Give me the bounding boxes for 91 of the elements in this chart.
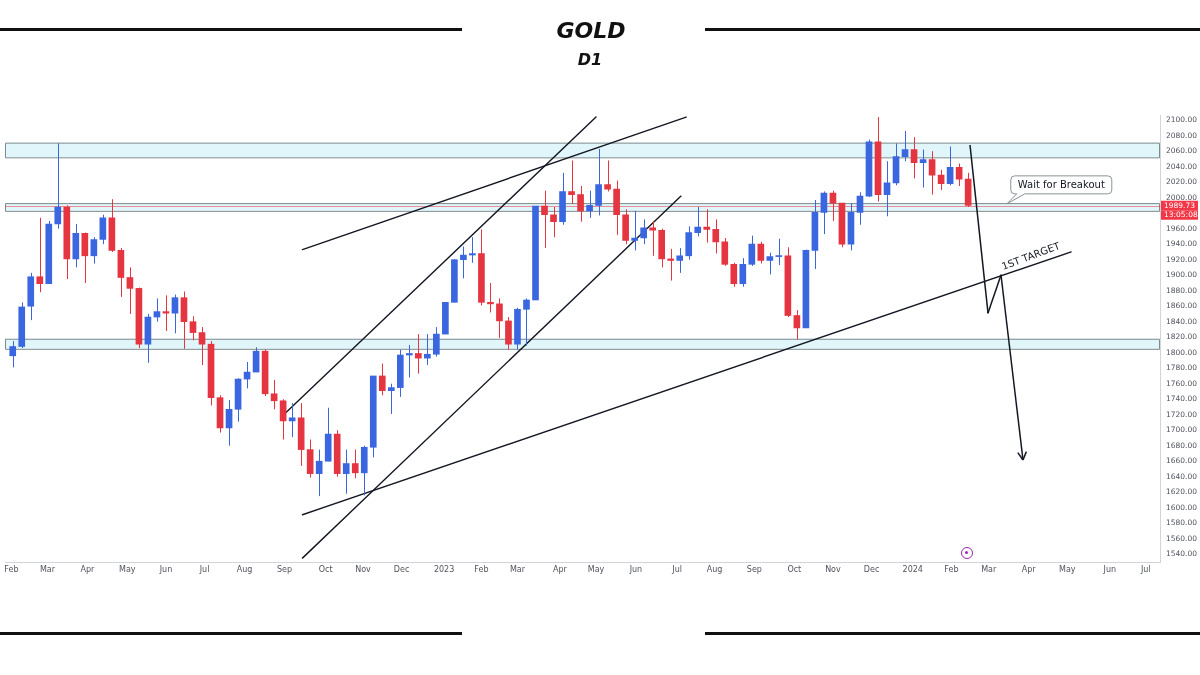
x-tick-label: Apr <box>1021 564 1037 574</box>
candlestick <box>189 315 197 341</box>
candlestick <box>550 206 557 238</box>
candlestick <box>505 316 512 351</box>
x-tick-label: Mar <box>39 564 56 574</box>
candlestick <box>730 262 738 288</box>
x-tick-label: Sep <box>276 564 292 574</box>
candlestick <box>81 232 89 284</box>
candlestick <box>541 190 548 249</box>
candlestick <box>90 236 98 265</box>
annotation: Wait for Breakout <box>1017 178 1105 190</box>
x-tick-label: Jun <box>158 564 173 574</box>
candlestick <box>793 309 801 341</box>
chart-title: GOLD <box>556 18 626 44</box>
x-tick-label: Mar <box>981 564 997 574</box>
chart-subtitle: D1 <box>577 50 603 70</box>
x-tick-label: Sep <box>746 564 762 574</box>
candlestick <box>595 148 602 216</box>
candlestick <box>126 266 134 315</box>
candlestick <box>568 159 575 205</box>
x-tick-label: Aug <box>236 564 253 574</box>
candlestick <box>577 185 584 223</box>
candlestick <box>487 282 494 313</box>
candlestick <box>694 206 702 237</box>
x-tick-label: Jul <box>198 564 210 574</box>
candlestick <box>676 247 684 274</box>
candlestick <box>315 449 323 497</box>
x-tick-label: 2023 <box>433 564 455 574</box>
candlestick <box>901 130 909 162</box>
candlestick <box>757 241 765 265</box>
x-tick-label: Mar <box>509 564 526 574</box>
candlestick <box>766 252 774 275</box>
candlestick <box>460 246 467 279</box>
candlestick <box>739 257 747 288</box>
candlestick <box>415 333 422 375</box>
candlestick <box>99 214 107 245</box>
x-tick-label: 2024 <box>902 564 923 574</box>
x-tick-label: May <box>587 564 605 574</box>
candlestick <box>270 379 278 410</box>
candlestick <box>910 136 918 179</box>
candlestick <box>775 238 783 266</box>
x-tick-label: Apr <box>553 564 568 574</box>
x-tick-label: Feb <box>474 564 489 574</box>
candlestick <box>351 449 359 479</box>
candlestick <box>378 363 386 396</box>
x-tick-label: Jul <box>671 564 682 574</box>
candlestick <box>856 191 864 226</box>
candlestick <box>604 159 611 192</box>
candlestick <box>649 220 657 257</box>
x-tick-label: Jun <box>628 564 643 574</box>
x-tick-label: Jun <box>1102 564 1117 574</box>
candlestick <box>469 236 476 264</box>
x-tick-label: Dec <box>863 564 880 574</box>
x-tick-label: Oct <box>318 564 333 574</box>
x-tick-label: Nov <box>825 564 842 574</box>
candlestick <box>703 208 711 244</box>
x-tick-label: Dec <box>393 564 410 574</box>
candlestick <box>424 333 431 366</box>
candlestick <box>405 344 413 379</box>
candlestick <box>288 402 296 438</box>
candlestick <box>586 190 593 219</box>
candlestick <box>36 217 44 293</box>
candlestick <box>820 190 828 235</box>
candlestick <box>748 235 756 267</box>
candlestick <box>496 297 503 339</box>
x-tick-label: Aug <box>706 564 723 574</box>
x-tick-label: May <box>119 564 136 574</box>
candlestick <box>919 149 927 189</box>
candlestick <box>721 237 729 267</box>
candlestick <box>712 218 720 254</box>
candlestick <box>342 449 350 495</box>
x-tick-label: Oct <box>787 564 802 574</box>
candlestick <box>523 297 530 347</box>
candlestick <box>667 248 675 282</box>
x-tick-label: Apr <box>80 564 96 574</box>
x-tick-label: May <box>1059 564 1076 574</box>
x-tick-label: Feb <box>4 564 19 574</box>
candlestick <box>433 326 440 358</box>
candlestick <box>640 218 647 245</box>
candlestick <box>387 383 395 415</box>
candlestick <box>9 340 17 368</box>
x-tick-label: Feb <box>944 564 959 574</box>
candlestick <box>631 210 638 251</box>
x-tick-label: Jul <box>1140 564 1151 574</box>
candlestick <box>198 326 206 366</box>
candlestick <box>946 146 954 186</box>
candlestick <box>685 225 693 261</box>
candlestick <box>54 142 62 230</box>
candlestick <box>928 150 936 196</box>
x-tick-label: Nov <box>355 564 372 574</box>
candlestick <box>279 398 287 441</box>
